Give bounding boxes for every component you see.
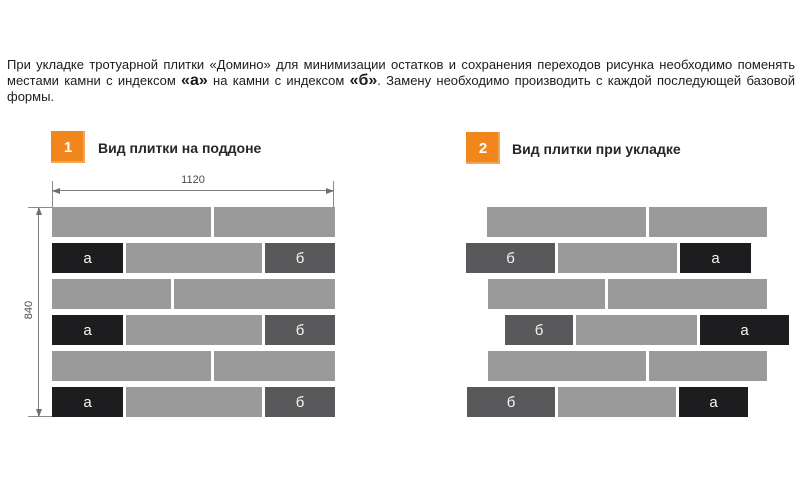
paver-tile — [608, 279, 767, 309]
tile-index-label: а — [709, 393, 718, 411]
paver-tile-b: б — [466, 243, 555, 273]
section-title-laying: Вид плитки при укладке — [512, 141, 681, 157]
intro-text-3: . Замену необходимо производить с каждой… — [7, 73, 795, 104]
paver-tile — [488, 279, 605, 309]
paver-tile — [126, 243, 262, 273]
paver-tile — [52, 279, 171, 309]
width-dimension-label: 1120 — [181, 174, 205, 186]
tile-index-label: б — [534, 321, 544, 339]
tile-index-label: а — [83, 249, 92, 267]
paver-tile — [558, 387, 676, 417]
paver-tile-b: б — [265, 243, 335, 273]
paver-tile-a: а — [680, 243, 751, 273]
paver-tile-b: б — [265, 315, 335, 345]
tile-index-label: а — [711, 249, 720, 267]
paver-tile — [488, 351, 646, 381]
tile-index-label: б — [295, 321, 305, 339]
paver-tile-a: а — [679, 387, 748, 417]
step-2-badge: 2 — [466, 132, 500, 164]
paver-tile-a: а — [700, 315, 789, 345]
height-dimension-label: 840 — [23, 300, 35, 320]
paver-tile — [174, 279, 335, 309]
paver-tile-b: б — [265, 387, 335, 417]
paver-tile-a: а — [52, 315, 123, 345]
paver-tile — [487, 207, 646, 237]
paver-tile — [214, 351, 335, 381]
tile-index-label: б — [295, 249, 305, 267]
intro-text-1: При укладке тротуарной плитки «Домино» д… — [7, 57, 795, 88]
paver-tile — [126, 387, 262, 417]
paver-tile-a: а — [52, 387, 123, 417]
step-1-badge: 1 — [51, 131, 85, 163]
dimension-arrow-icon — [326, 187, 334, 194]
intro-text-2: на камни с индексом — [207, 73, 350, 88]
extension-line — [52, 181, 53, 207]
paver-tile-a: а — [52, 243, 123, 273]
paver-tile — [576, 315, 697, 345]
tile-index-label: а — [83, 321, 92, 339]
paver-tile — [52, 351, 211, 381]
extension-line — [333, 181, 334, 207]
paver-tile — [649, 207, 767, 237]
tile-index-label: а — [83, 393, 92, 411]
dimension-arrow-icon — [52, 187, 60, 194]
tile-index-label: а — [740, 321, 749, 339]
paver-tile — [558, 243, 677, 273]
paver-tile — [214, 207, 335, 237]
paver-tile — [649, 351, 767, 381]
section-title-pallet: Вид плитки на поддоне — [98, 140, 262, 156]
dimension-arrow-icon — [35, 409, 42, 417]
tile-index-label: б — [506, 393, 516, 411]
dimension-arrow-icon — [35, 207, 42, 215]
index-b-accent: «б» — [349, 72, 378, 89]
paver-tile — [52, 207, 211, 237]
intro-paragraph: При укладке тротуарной плитки «Домино» д… — [7, 57, 795, 105]
index-a-accent: «а» — [181, 72, 208, 89]
paver-tile-b: б — [467, 387, 555, 417]
paver-tile — [126, 315, 262, 345]
paver-tile-b: б — [505, 315, 573, 345]
tile-index-label: б — [506, 249, 515, 267]
height-dimension-line — [38, 207, 39, 417]
width-dimension-line — [52, 190, 334, 191]
tile-index-label: б — [295, 393, 305, 411]
